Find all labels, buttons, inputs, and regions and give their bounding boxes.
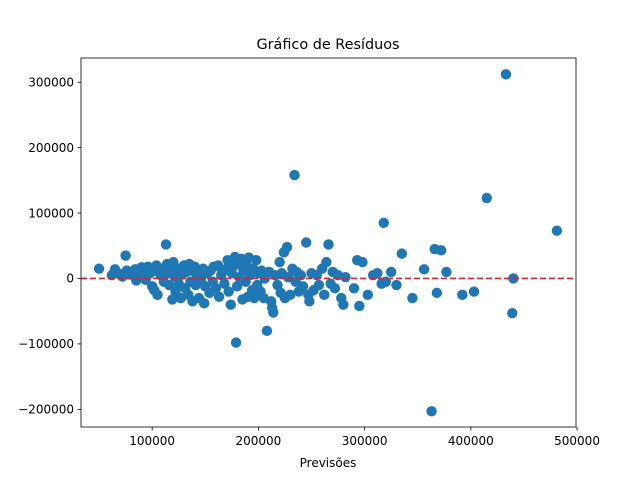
data-point [407,292,418,304]
data-point [354,300,365,312]
data-point [385,266,397,278]
data-point [210,283,222,294]
data-point [219,278,230,289]
data-point [160,239,172,250]
scatter-points [93,69,563,417]
x-axis-ticks: 100000 200000 300000 400000 500000 [129,427,600,448]
data-point [167,294,178,305]
data-point [338,299,349,310]
data-point [213,291,225,303]
data-point [152,289,163,301]
x-tick-label: 100000 [129,434,175,448]
data-point [323,239,334,250]
data-point [285,289,296,301]
data-point [313,279,325,291]
data-point [230,337,242,348]
data-point [319,289,330,301]
data-point [551,225,563,236]
data-point [418,264,430,275]
data-point [223,286,234,297]
data-point [396,248,407,259]
data-point [289,169,300,181]
data-point [274,256,285,268]
data-point [281,241,293,253]
y-tick-label: −200000 [18,403,74,417]
chart-title: Gráfico de Resíduos [256,37,399,53]
data-point [282,271,294,283]
data-point [321,256,332,268]
data-point [435,245,447,256]
data-point [348,283,360,294]
data-point [304,296,315,307]
data-point [507,307,518,319]
x-axis-label: Previsões [300,456,357,470]
y-tick-label: 100000 [28,206,74,220]
data-point [300,237,312,248]
y-tick-label: 300000 [28,75,74,89]
data-point [426,406,437,417]
data-point [357,256,368,268]
data-point [268,307,279,318]
data-point [168,256,179,268]
data-point [199,298,210,309]
data-point [261,325,273,337]
data-point [272,279,283,291]
y-axis-ticks: −200000 −100000 0 100000 200000 300000 [18,75,81,417]
data-point [248,292,260,304]
data-point [481,192,492,204]
data-point [93,263,105,274]
data-point [362,289,374,301]
data-point [372,268,383,279]
y-tick-label: 200000 [28,141,74,155]
data-point [431,287,443,299]
x-tick-label: 400000 [448,434,494,448]
x-tick-label: 200000 [235,434,281,448]
data-point [468,286,480,297]
data-point [378,217,389,229]
data-point [297,281,309,292]
plot-frame [80,57,577,428]
data-point [251,254,262,266]
y-tick-label: 0 [66,272,74,286]
data-point [457,289,468,301]
y-tick-label: −100000 [18,337,74,351]
data-point [163,279,175,291]
data-point [391,279,402,291]
data-point [225,299,236,310]
data-point [231,281,243,292]
x-tick-label: 300000 [342,434,388,448]
data-point [500,69,512,80]
data-point [340,271,351,283]
data-point [441,266,452,278]
x-tick-label: 500000 [554,434,600,448]
data-point [120,250,131,261]
data-point [329,283,341,294]
